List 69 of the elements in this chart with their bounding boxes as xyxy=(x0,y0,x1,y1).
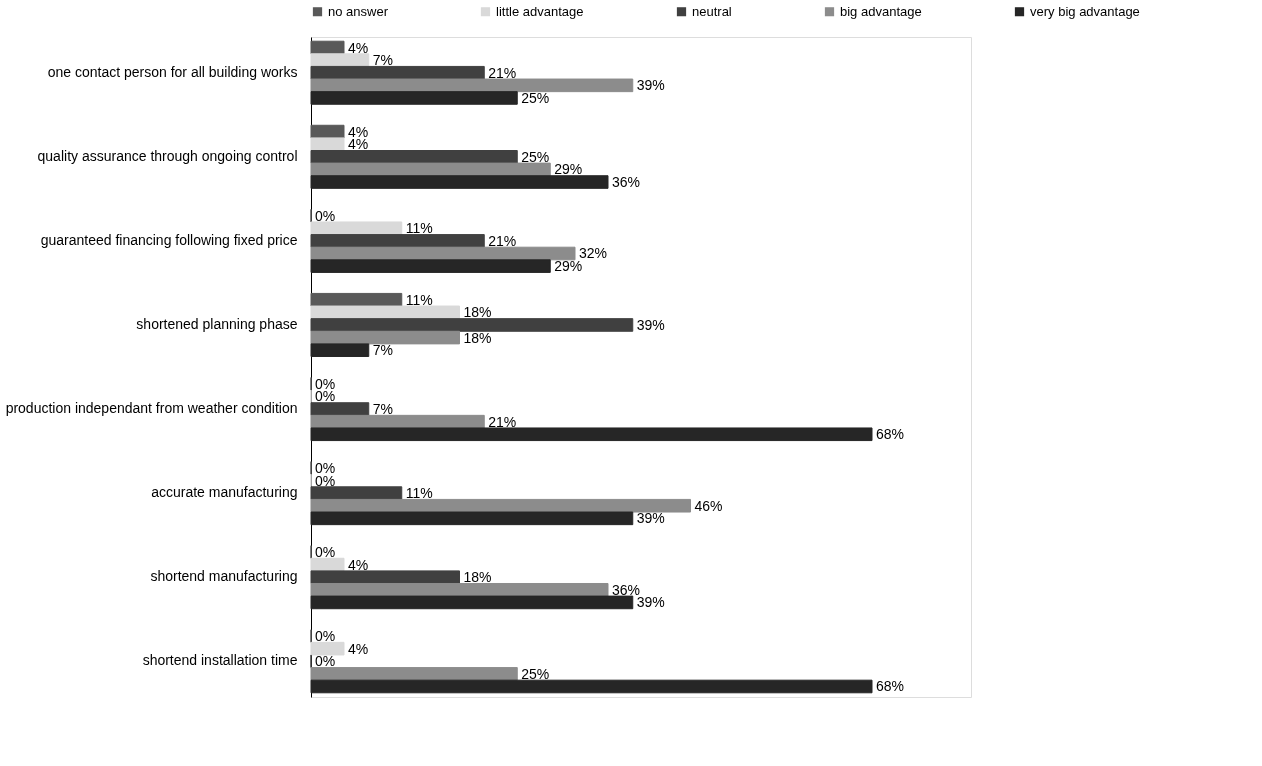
bar xyxy=(310,78,634,93)
bar xyxy=(310,486,403,500)
data-label: 21% xyxy=(488,413,517,430)
bar xyxy=(310,137,345,151)
legend-label: big advantage xyxy=(840,3,922,19)
bar xyxy=(310,234,485,248)
data-label: 0% xyxy=(315,628,336,645)
y-tick-label: shortened planning phase xyxy=(136,315,298,332)
bar xyxy=(310,330,460,345)
data-label: 25% xyxy=(521,665,550,682)
bar xyxy=(310,162,551,177)
data-label: 7% xyxy=(372,401,393,418)
bar xyxy=(310,595,634,610)
y-tick-label: production independant from weather condition xyxy=(5,400,298,417)
data-label: 4% xyxy=(348,640,369,657)
data-label: 39% xyxy=(636,77,665,94)
legend-label: very big advantage xyxy=(1030,3,1140,19)
bar xyxy=(310,259,551,273)
data-label: 0% xyxy=(315,653,336,670)
y-tick-label: guaranteed financing following fixed price xyxy=(40,231,298,248)
data-label: 4% xyxy=(348,556,369,573)
bar xyxy=(310,343,370,357)
data-label: 39% xyxy=(636,510,665,527)
bar xyxy=(310,557,345,572)
bar xyxy=(310,679,873,694)
y-tick-label: shortend manufacturing xyxy=(150,568,298,585)
bar xyxy=(310,175,609,189)
bar xyxy=(310,667,518,681)
data-label: 25% xyxy=(521,89,550,106)
data-label: 21% xyxy=(488,64,517,81)
data-label: 4% xyxy=(348,39,369,56)
bar xyxy=(310,318,634,332)
data-label: 46% xyxy=(694,497,723,514)
bar xyxy=(310,427,873,442)
bar xyxy=(310,511,634,526)
bar xyxy=(310,53,370,67)
data-label: 21% xyxy=(488,232,517,249)
data-label: 68% xyxy=(876,678,905,695)
legend-label: no answer xyxy=(328,3,389,19)
bar xyxy=(310,91,518,105)
legend-label: neutral xyxy=(692,3,732,19)
data-label: 11% xyxy=(405,291,433,308)
data-label: 7% xyxy=(372,342,393,359)
data-label: 18% xyxy=(463,569,492,586)
data-label: 0% xyxy=(315,207,336,224)
bar xyxy=(310,221,403,236)
bar xyxy=(310,570,460,584)
y-tick-label: shortend installation time xyxy=(142,652,298,669)
bar xyxy=(310,40,345,55)
data-label: 39% xyxy=(636,316,665,333)
data-label: 0% xyxy=(315,543,336,560)
bar xyxy=(310,641,345,656)
data-label: 11% xyxy=(405,220,433,237)
bar xyxy=(310,305,460,320)
bar xyxy=(310,402,370,416)
data-label: 7% xyxy=(372,52,393,69)
y-tick-label: accurate manufacturing xyxy=(151,484,298,501)
data-label: 29% xyxy=(554,161,583,178)
legend-label: little advantage xyxy=(496,3,584,19)
data-label: 18% xyxy=(463,329,492,346)
data-label: 36% xyxy=(612,174,641,191)
y-tick-label: quality assurance through ongoing control xyxy=(37,147,298,164)
y-tick-label: one contact person for all building works xyxy=(47,63,298,80)
data-label: 25% xyxy=(521,148,550,165)
data-label: 18% xyxy=(463,304,492,321)
bar xyxy=(310,498,691,513)
data-label: 11% xyxy=(405,485,433,502)
data-label: 68% xyxy=(876,426,905,443)
bar xyxy=(310,124,345,139)
